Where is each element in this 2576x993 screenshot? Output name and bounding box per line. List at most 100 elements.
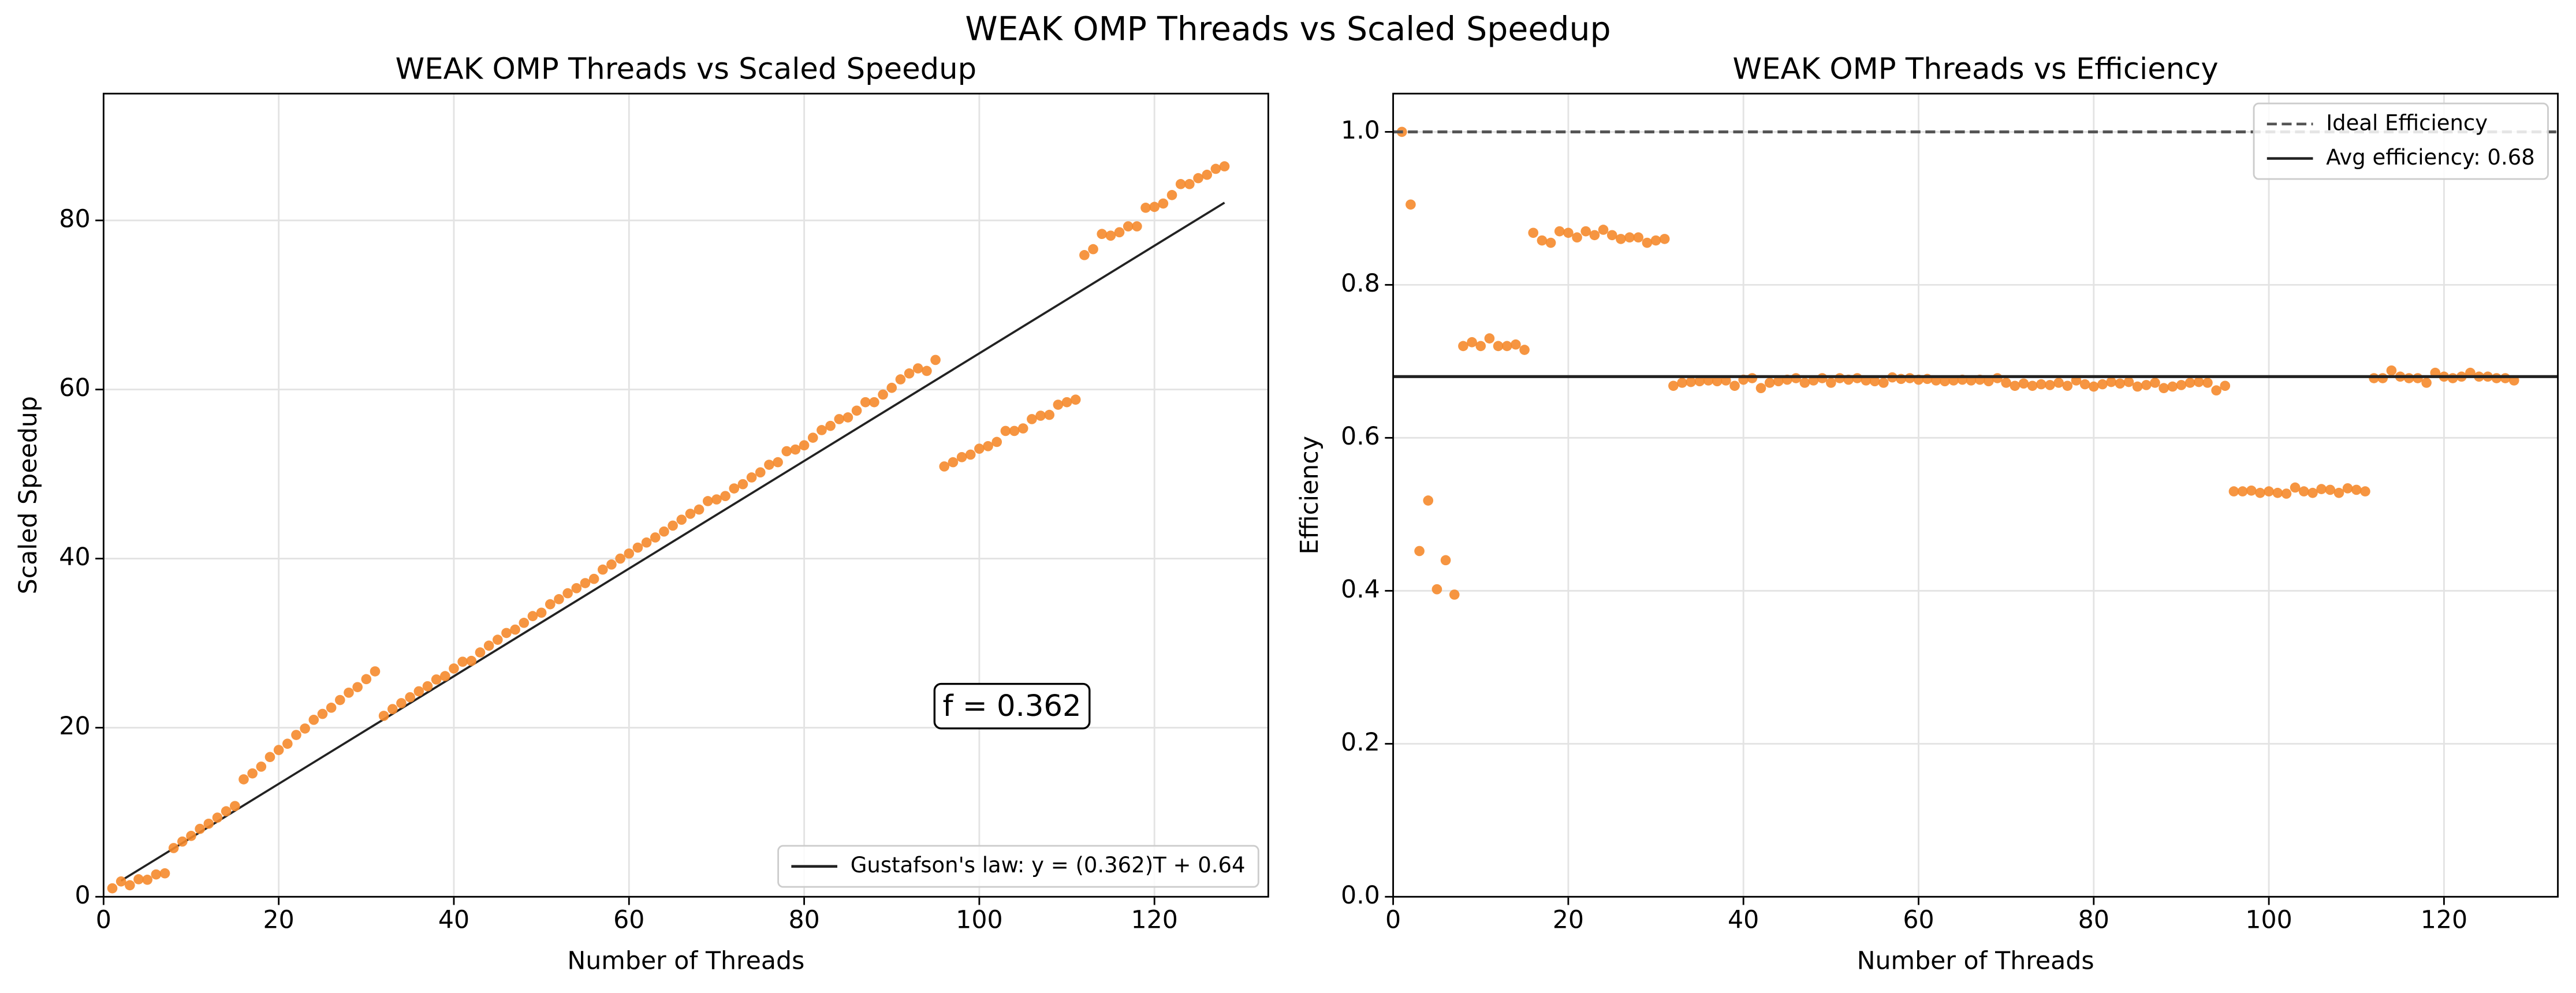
legend-label: Ideal Efficiency bbox=[2326, 110, 2488, 135]
data-point bbox=[256, 761, 267, 772]
data-point bbox=[817, 425, 827, 435]
y-tick-label: 80 bbox=[59, 204, 90, 233]
data-point bbox=[2272, 487, 2283, 498]
data-point bbox=[1589, 230, 1600, 241]
data-point bbox=[483, 640, 494, 651]
data-point bbox=[475, 647, 486, 658]
data-point bbox=[1904, 373, 1915, 383]
data-point bbox=[825, 420, 836, 431]
data-point bbox=[1668, 380, 1679, 391]
data-point bbox=[851, 405, 862, 416]
data-point bbox=[2369, 373, 2379, 383]
y-tick-label: 0.4 bbox=[1341, 575, 1380, 604]
x-tick-label: 120 bbox=[1131, 905, 1178, 934]
data-point bbox=[1132, 221, 1142, 232]
data-point bbox=[659, 526, 669, 537]
data-point bbox=[2193, 376, 2204, 387]
data-point bbox=[1572, 232, 1582, 243]
data-point bbox=[790, 444, 801, 455]
data-point bbox=[238, 774, 249, 785]
data-point bbox=[1869, 376, 1880, 387]
data-point bbox=[2150, 378, 2160, 388]
x-tick-label: 0 bbox=[1385, 905, 1401, 934]
data-point bbox=[2053, 378, 2064, 388]
plot-area: 0 20 40 60 80 100 120 0.0 0.2 0.4 0.6 0.8 1.0 WEAK OM… bbox=[1295, 51, 2559, 976]
data-point bbox=[1061, 397, 1072, 408]
data-point bbox=[641, 537, 652, 548]
x-tick-label: 40 bbox=[1728, 905, 1759, 934]
data-point bbox=[1184, 179, 1195, 189]
data-point bbox=[2281, 488, 2292, 499]
data-point bbox=[606, 559, 617, 570]
data-point bbox=[2377, 373, 2388, 383]
data-point bbox=[624, 548, 635, 559]
data-point bbox=[588, 573, 599, 584]
data-point bbox=[125, 880, 135, 891]
data-point bbox=[781, 446, 792, 457]
data-point bbox=[1694, 376, 1705, 387]
data-point bbox=[492, 634, 503, 645]
x-tick-label: 40 bbox=[438, 905, 469, 934]
data-point bbox=[1755, 383, 1766, 394]
data-point bbox=[1659, 234, 1670, 244]
data-point bbox=[895, 374, 906, 384]
data-point bbox=[1563, 227, 1574, 238]
data-point bbox=[308, 714, 319, 725]
x-tick-label: 100 bbox=[2245, 905, 2292, 934]
data-point bbox=[212, 812, 223, 823]
data-point bbox=[1519, 345, 1530, 355]
data-point bbox=[2079, 379, 2090, 390]
data-point bbox=[1088, 244, 1098, 255]
data-point bbox=[387, 704, 398, 715]
data-point bbox=[2115, 378, 2126, 389]
data-point bbox=[1000, 425, 1011, 436]
data-point bbox=[1202, 169, 1213, 180]
data-point bbox=[2500, 373, 2511, 383]
data-point bbox=[668, 520, 678, 531]
y-tick-label: 60 bbox=[59, 374, 90, 402]
data-point bbox=[1423, 495, 1434, 506]
data-point bbox=[842, 412, 853, 423]
data-point bbox=[291, 730, 301, 740]
data-point bbox=[2220, 380, 2231, 391]
data-point bbox=[2316, 484, 2327, 494]
y-tick-label: 40 bbox=[59, 543, 90, 572]
data-point bbox=[1878, 378, 1889, 388]
data-point bbox=[983, 440, 993, 451]
data-point bbox=[1070, 394, 1081, 405]
data-point bbox=[991, 436, 1002, 447]
data-point bbox=[1835, 373, 1845, 383]
data-point bbox=[1940, 376, 1950, 387]
data-point bbox=[1149, 201, 1160, 212]
data-point bbox=[869, 397, 879, 408]
data-point bbox=[676, 514, 687, 525]
axes-frame bbox=[102, 92, 1269, 898]
data-point bbox=[1219, 161, 1230, 171]
data-point bbox=[159, 868, 170, 879]
data-point bbox=[1545, 237, 1556, 248]
data-point bbox=[2491, 373, 2502, 383]
data-point bbox=[912, 363, 923, 374]
data-point bbox=[1210, 163, 1221, 174]
data-point bbox=[1852, 373, 1863, 383]
data-point bbox=[562, 588, 573, 599]
data-point bbox=[1537, 235, 1548, 246]
y-tick-label: 20 bbox=[59, 712, 90, 741]
data-point bbox=[2307, 487, 2318, 498]
data-point bbox=[930, 354, 941, 365]
data-point bbox=[2246, 485, 2257, 496]
data-point bbox=[1158, 198, 1169, 209]
data-point bbox=[335, 695, 345, 705]
x-tick-label: 80 bbox=[2078, 905, 2109, 934]
data-point bbox=[519, 618, 530, 628]
x-tick-label: 120 bbox=[2421, 905, 2467, 934]
data-point bbox=[300, 723, 310, 734]
data-point bbox=[554, 594, 564, 604]
data-point bbox=[1097, 229, 1108, 240]
legend-label: Gustafson's law: y = (0.362)T + 0.64 bbox=[851, 853, 1246, 878]
data-point bbox=[230, 801, 240, 811]
y-tick-label: 0 bbox=[74, 881, 90, 910]
data-point bbox=[431, 674, 442, 685]
data-point bbox=[273, 745, 284, 755]
data-point bbox=[1475, 341, 1486, 352]
